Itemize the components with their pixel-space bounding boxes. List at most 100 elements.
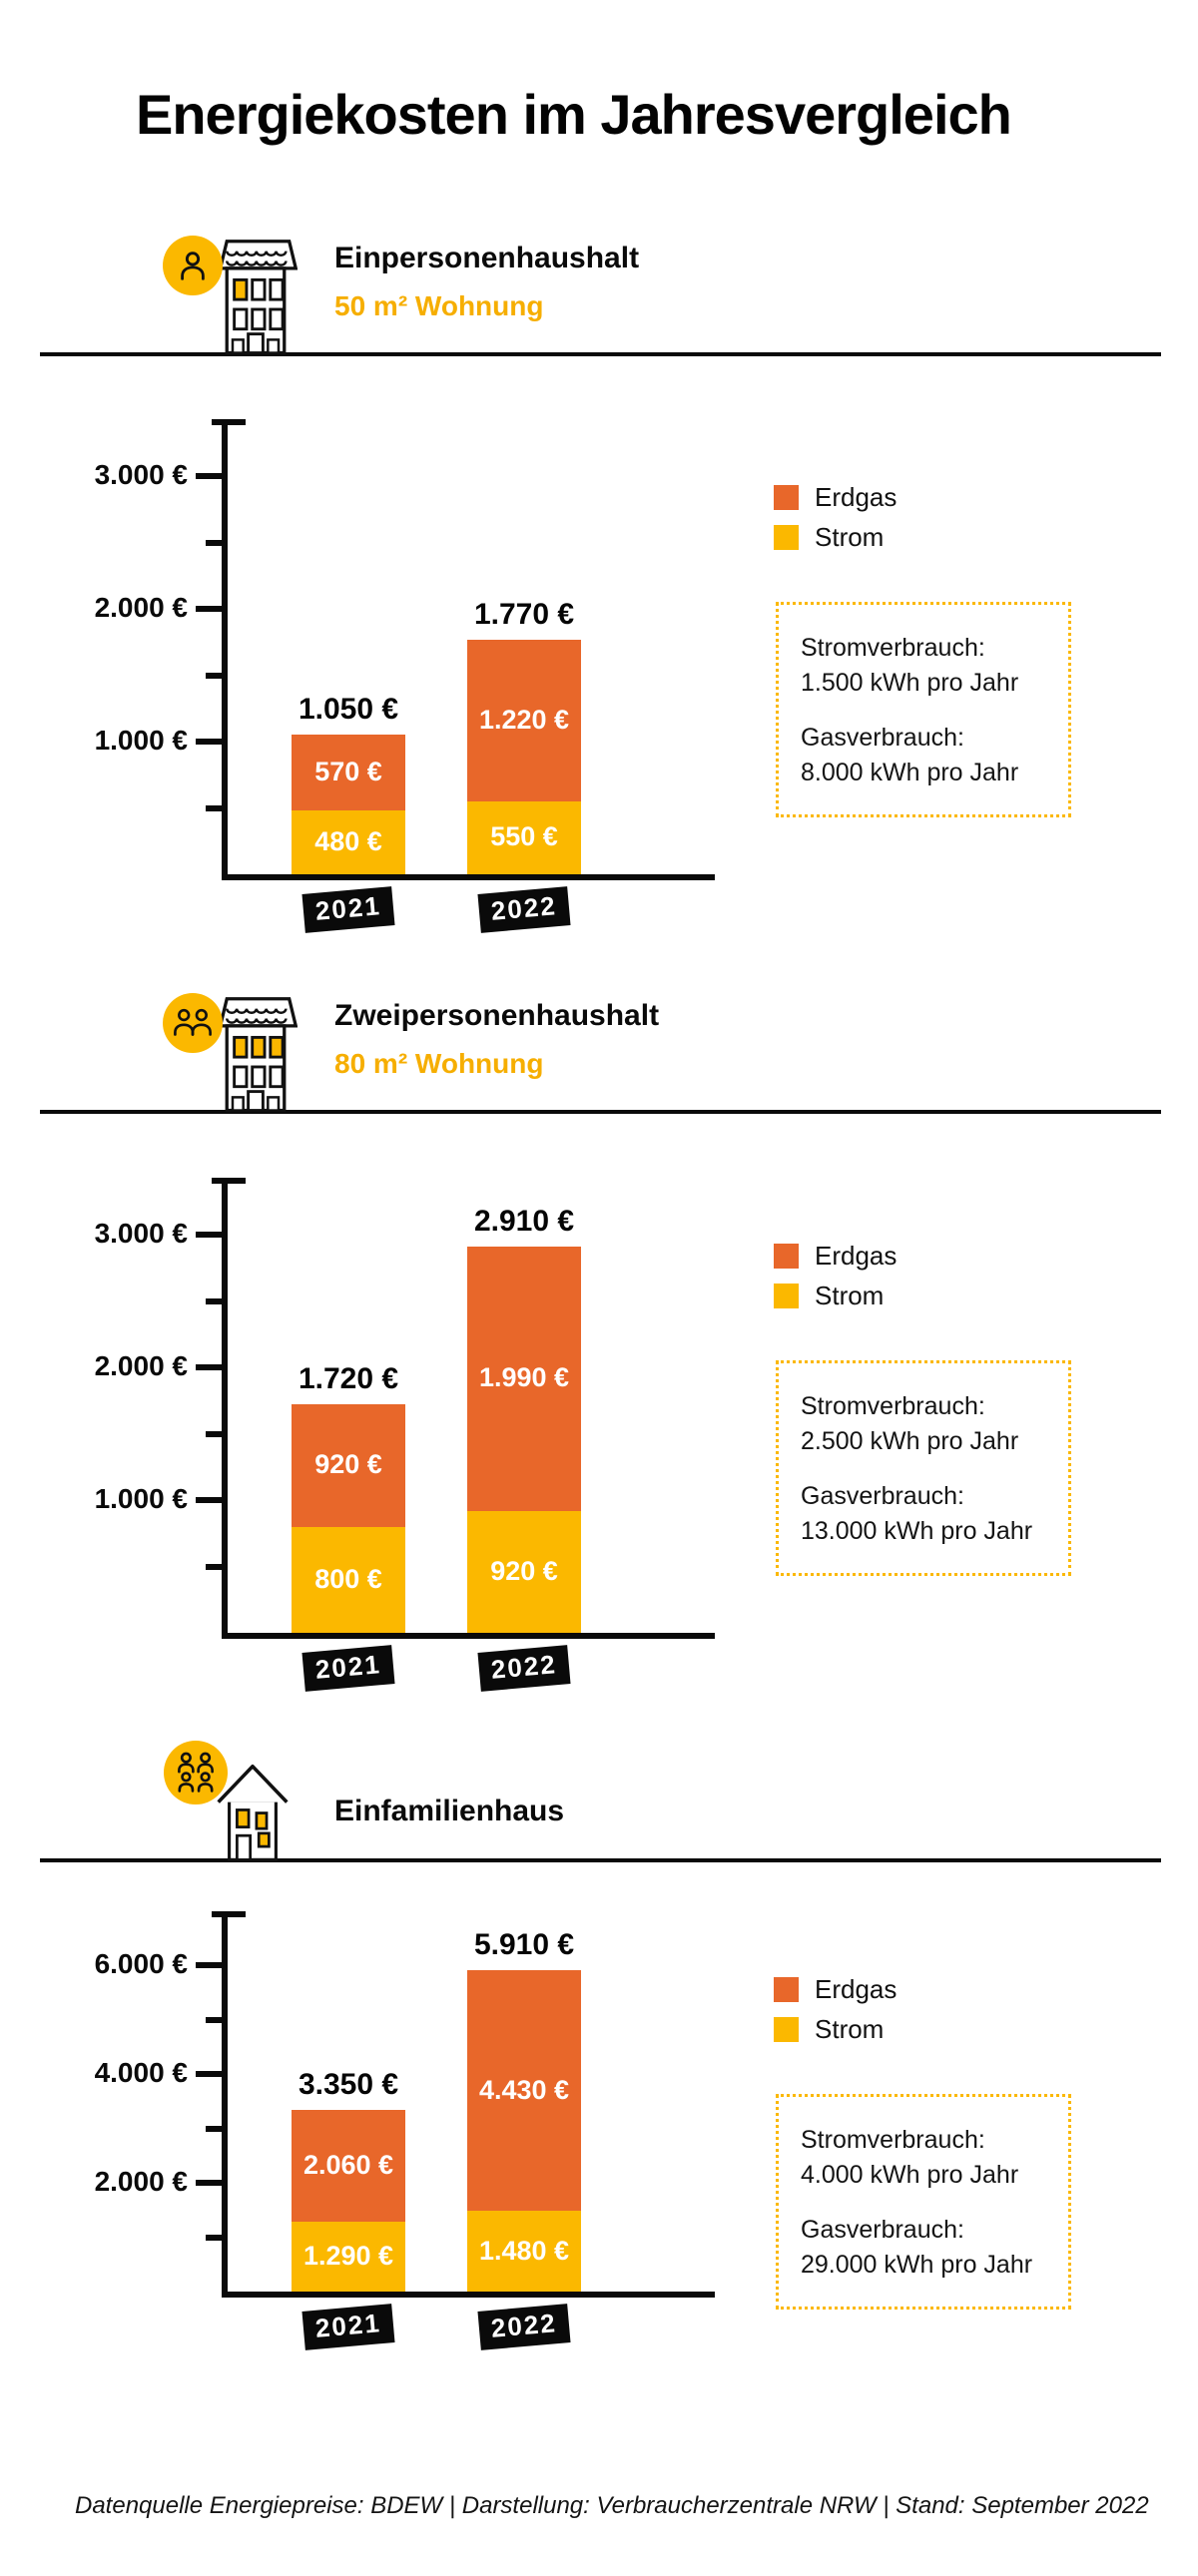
legend-label-erdgas: Erdgas xyxy=(815,482,898,512)
legend-label-strom: Strom xyxy=(815,522,885,552)
stacked-bar-chart: 1.000 € 2.000 € 3.000 € 480 € 570 € 1.050 € 20… xyxy=(0,419,1198,964)
strom-consumption-label: Stromverbrauch: xyxy=(801,2126,985,2154)
x-axis xyxy=(222,874,715,880)
y-axis xyxy=(222,419,228,880)
bar-value-strom: 480 € xyxy=(314,826,382,857)
legend-swatch-strom xyxy=(774,1284,799,1308)
y-tick-minor xyxy=(206,2016,222,2023)
bar-total-label: 1.770 € xyxy=(473,597,575,631)
legend-swatch-erdgas xyxy=(774,485,799,510)
legend-label-strom: Strom xyxy=(815,2014,885,2044)
bar-total-label: 2.910 € xyxy=(473,1205,575,1239)
household-icon-circle xyxy=(164,1741,228,1804)
gas-consumption-value: 8.000 kWh pro Jahr xyxy=(801,759,1019,786)
bar-total-label: 1.720 € xyxy=(298,1362,399,1396)
year-tag-wrap: 2022 xyxy=(467,1645,581,1692)
infobox-gap xyxy=(801,1459,1068,1479)
y-axis xyxy=(222,1911,228,2298)
year-tag: 2022 xyxy=(477,886,571,933)
household-icon-circle xyxy=(163,236,223,295)
bar-total-label: 1.050 € xyxy=(298,693,399,727)
y-axis-top-cap xyxy=(212,1178,246,1184)
bar-segment-erdgas xyxy=(292,2109,405,2222)
bar-segment-erdgas xyxy=(467,1247,581,1511)
y-tick-major xyxy=(196,473,222,480)
legend-label-erdgas: Erdgas xyxy=(815,1241,898,1271)
bar-value-strom: 1.290 € xyxy=(302,2240,394,2271)
bar-segment-erdgas xyxy=(467,1970,581,2212)
bar-value-strom: 550 € xyxy=(490,821,558,852)
person-icon xyxy=(181,252,205,280)
bar-segment-strom xyxy=(467,800,581,874)
strom-consumption-value: 1.500 kWh pro Jahr xyxy=(801,669,1019,697)
year-tag-wrap: 2021 xyxy=(292,886,405,933)
y-tick-major xyxy=(196,739,222,746)
gas-consumption-label: Gasverbrauch: xyxy=(801,724,964,752)
x-axis xyxy=(222,2292,715,2298)
y-tick-minor xyxy=(206,1297,222,1304)
apartment-building-icon xyxy=(218,240,299,355)
year-tag-wrap: 2022 xyxy=(467,2304,581,2350)
section-heading: Zweipersonenhaushalt xyxy=(334,999,660,1032)
year-tag-wrap: 2022 xyxy=(467,886,581,933)
year-tag: 2021 xyxy=(301,886,395,933)
y-tick-major xyxy=(196,1364,222,1371)
bar-total-label: 5.910 € xyxy=(473,1928,575,1962)
bar-segment-erdgas xyxy=(292,735,405,811)
y-tick-label: 1.000 € xyxy=(94,725,188,757)
bar-segment-strom xyxy=(292,810,405,874)
legend-item-erdgas: Erdgas xyxy=(774,1241,897,1272)
y-tick-minor xyxy=(206,539,222,546)
y-tick-label: 1.000 € xyxy=(94,1483,188,1515)
y-tick-label: 4.000 € xyxy=(94,2057,188,2089)
legend-label-strom: Strom xyxy=(815,1281,885,1310)
bar-value-strom: 1.480 € xyxy=(478,2235,570,2266)
infobox-gap xyxy=(801,2193,1068,2213)
section-subheading: 50 m² Wohnung xyxy=(334,290,544,321)
apartment-building-icon xyxy=(218,997,299,1113)
y-tick-label: 2.000 € xyxy=(94,2166,188,2198)
gas-consumption-label: Gasverbrauch: xyxy=(801,2216,964,2244)
y-axis xyxy=(222,1178,228,1639)
y-tick-label: 2.000 € xyxy=(94,1350,188,1382)
y-tick-minor xyxy=(206,1563,222,1570)
y-tick-label: 3.000 € xyxy=(94,459,188,491)
legend-swatch-erdgas xyxy=(774,1244,799,1269)
consumption-box: Stromverbrauch: 4.000 kWh pro Jahr Gasverb… xyxy=(776,2094,1071,2310)
y-tick-label: 6.000 € xyxy=(94,1948,188,1980)
two-person-icon xyxy=(174,1008,212,1036)
y-tick-major xyxy=(196,2071,222,2078)
bar-value-erdgas: 2.060 € xyxy=(302,2149,394,2180)
page-title: Energiekosten im Jahresvergleich xyxy=(136,83,1012,146)
year-tag: 2021 xyxy=(301,2304,395,2350)
gas-consumption-label: Gasverbrauch: xyxy=(801,1482,964,1510)
stacked-bar-chart: 2.000 € 4.000 € 6.000 € 1.290 € 2.060 € 3.350… xyxy=(0,1911,1198,2381)
strom-consumption-label: Stromverbrauch: xyxy=(801,1392,985,1420)
bar-value-erdgas: 1.990 € xyxy=(478,1362,570,1393)
legend-item-erdgas: Erdgas xyxy=(774,1974,897,2005)
infobox-gap xyxy=(801,701,1068,721)
bar-value-erdgas: 1.220 € xyxy=(478,704,570,735)
bar-segment-strom xyxy=(467,2211,581,2292)
year-tag: 2022 xyxy=(477,2304,571,2350)
y-tick-major xyxy=(196,1497,222,1504)
gas-consumption-value: 13.000 kWh pro Jahr xyxy=(801,1517,1033,1545)
bar-segment-strom xyxy=(292,1526,405,1633)
legend-item-strom: Strom xyxy=(774,522,884,553)
y-axis-top-cap xyxy=(212,419,246,425)
apartment-icon-wrap xyxy=(214,993,299,1118)
house-icon-wrap xyxy=(214,1762,292,1866)
family-icon xyxy=(178,1752,214,1793)
section-divider xyxy=(40,1858,1161,1862)
legend-item-strom: Strom xyxy=(774,1281,884,1311)
legend-swatch-erdgas xyxy=(774,1977,799,2002)
legend-item-erdgas: Erdgas xyxy=(774,482,897,513)
legend-item-strom: Strom xyxy=(774,2014,884,2045)
y-tick-label: 3.000 € xyxy=(94,1218,188,1250)
y-tick-minor xyxy=(206,804,222,811)
strom-consumption-value: 4.000 kWh pro Jahr xyxy=(801,2161,1019,2189)
year-tag-wrap: 2021 xyxy=(292,2304,405,2350)
y-tick-major xyxy=(196,1962,222,1969)
y-tick-minor xyxy=(206,672,222,679)
